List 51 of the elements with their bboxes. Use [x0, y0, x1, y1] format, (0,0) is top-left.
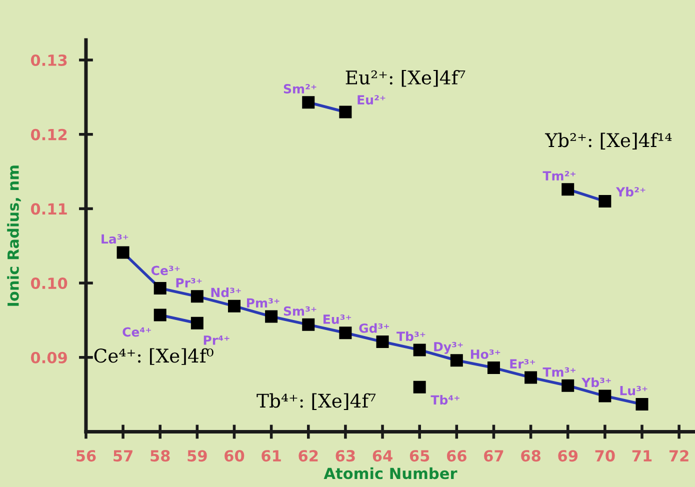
x-tick-label: 69: [558, 450, 578, 462]
annotation: Tm²⁺: [542, 171, 576, 180]
y-tick-label: 0.11: [30, 203, 67, 215]
x-tick-label: 70: [595, 450, 615, 462]
x-tick-label: 64: [372, 450, 392, 462]
annotation: Ce⁴⁺: [Xe]4f⁰: [94, 348, 214, 365]
x-tick-label: 59: [188, 450, 207, 462]
annotation: Eu²⁺: [Xe]4f⁷: [346, 70, 466, 87]
y-tick-label: 0.13: [30, 54, 67, 66]
annotation: Tb⁴⁺: [Xe]4f⁷: [256, 393, 376, 410]
annotation: Lu³⁺: [620, 386, 648, 396]
y-tick-label: 0.09: [30, 352, 67, 364]
annotation: Er³⁺: [510, 359, 536, 368]
annotation: La³⁺: [102, 234, 128, 244]
annotation: Sm²⁺: [284, 84, 316, 94]
x-tick-label: 56: [76, 450, 96, 462]
x-tick-label: 68: [521, 450, 540, 462]
x-tick-label: 66: [446, 450, 466, 462]
x-axis-title: Atomic Number: [324, 467, 458, 480]
annotation: Dy³⁺: [434, 342, 463, 354]
annotation: Yb²⁺: [616, 186, 646, 197]
annotation: Tb³⁺: [396, 331, 426, 342]
annotation: Yb²⁺: [Xe]4f¹⁴: [544, 132, 672, 150]
annotation: Eu³⁺: [324, 314, 352, 324]
y-tick-label: 0.12: [30, 128, 67, 140]
annotation: Pr⁴⁺: [204, 336, 230, 345]
x-tick-label: 58: [150, 450, 170, 462]
annotation: Eu²⁺: [358, 95, 386, 105]
x-tick-label: 63: [336, 450, 355, 462]
annotation: Ce⁴⁺: [122, 327, 151, 337]
annotation: Nd³⁺: [211, 288, 241, 298]
annotation: Yb³⁺: [581, 377, 611, 388]
x-tick-label: 72: [669, 450, 688, 462]
annotation: Pm³⁺: [246, 298, 280, 308]
x-tick-label: 62: [298, 450, 318, 462]
annotation: Pr³⁺: [176, 278, 202, 288]
y-axis-title: Ionic Radius, nm: [7, 166, 21, 306]
annotation: Tm³⁺: [542, 367, 576, 377]
annotation: Ce³⁺: [151, 266, 180, 276]
annotation: Sm³⁺: [284, 306, 316, 316]
x-tick-label: 67: [484, 450, 504, 462]
x-tick-label: 61: [262, 450, 281, 462]
annotation: Tb⁴⁺: [430, 394, 460, 405]
annotation: Gd³⁺: [359, 323, 389, 333]
point: [413, 380, 426, 394]
annotation: Ho³⁺: [470, 349, 500, 359]
y-tick-label: 0.10: [30, 278, 68, 290]
x-tick-label: 65: [410, 450, 430, 462]
x-tick-label: 57: [114, 450, 132, 462]
x-tick-label: 60: [224, 450, 244, 462]
x-tick-label: 71: [632, 450, 652, 462]
